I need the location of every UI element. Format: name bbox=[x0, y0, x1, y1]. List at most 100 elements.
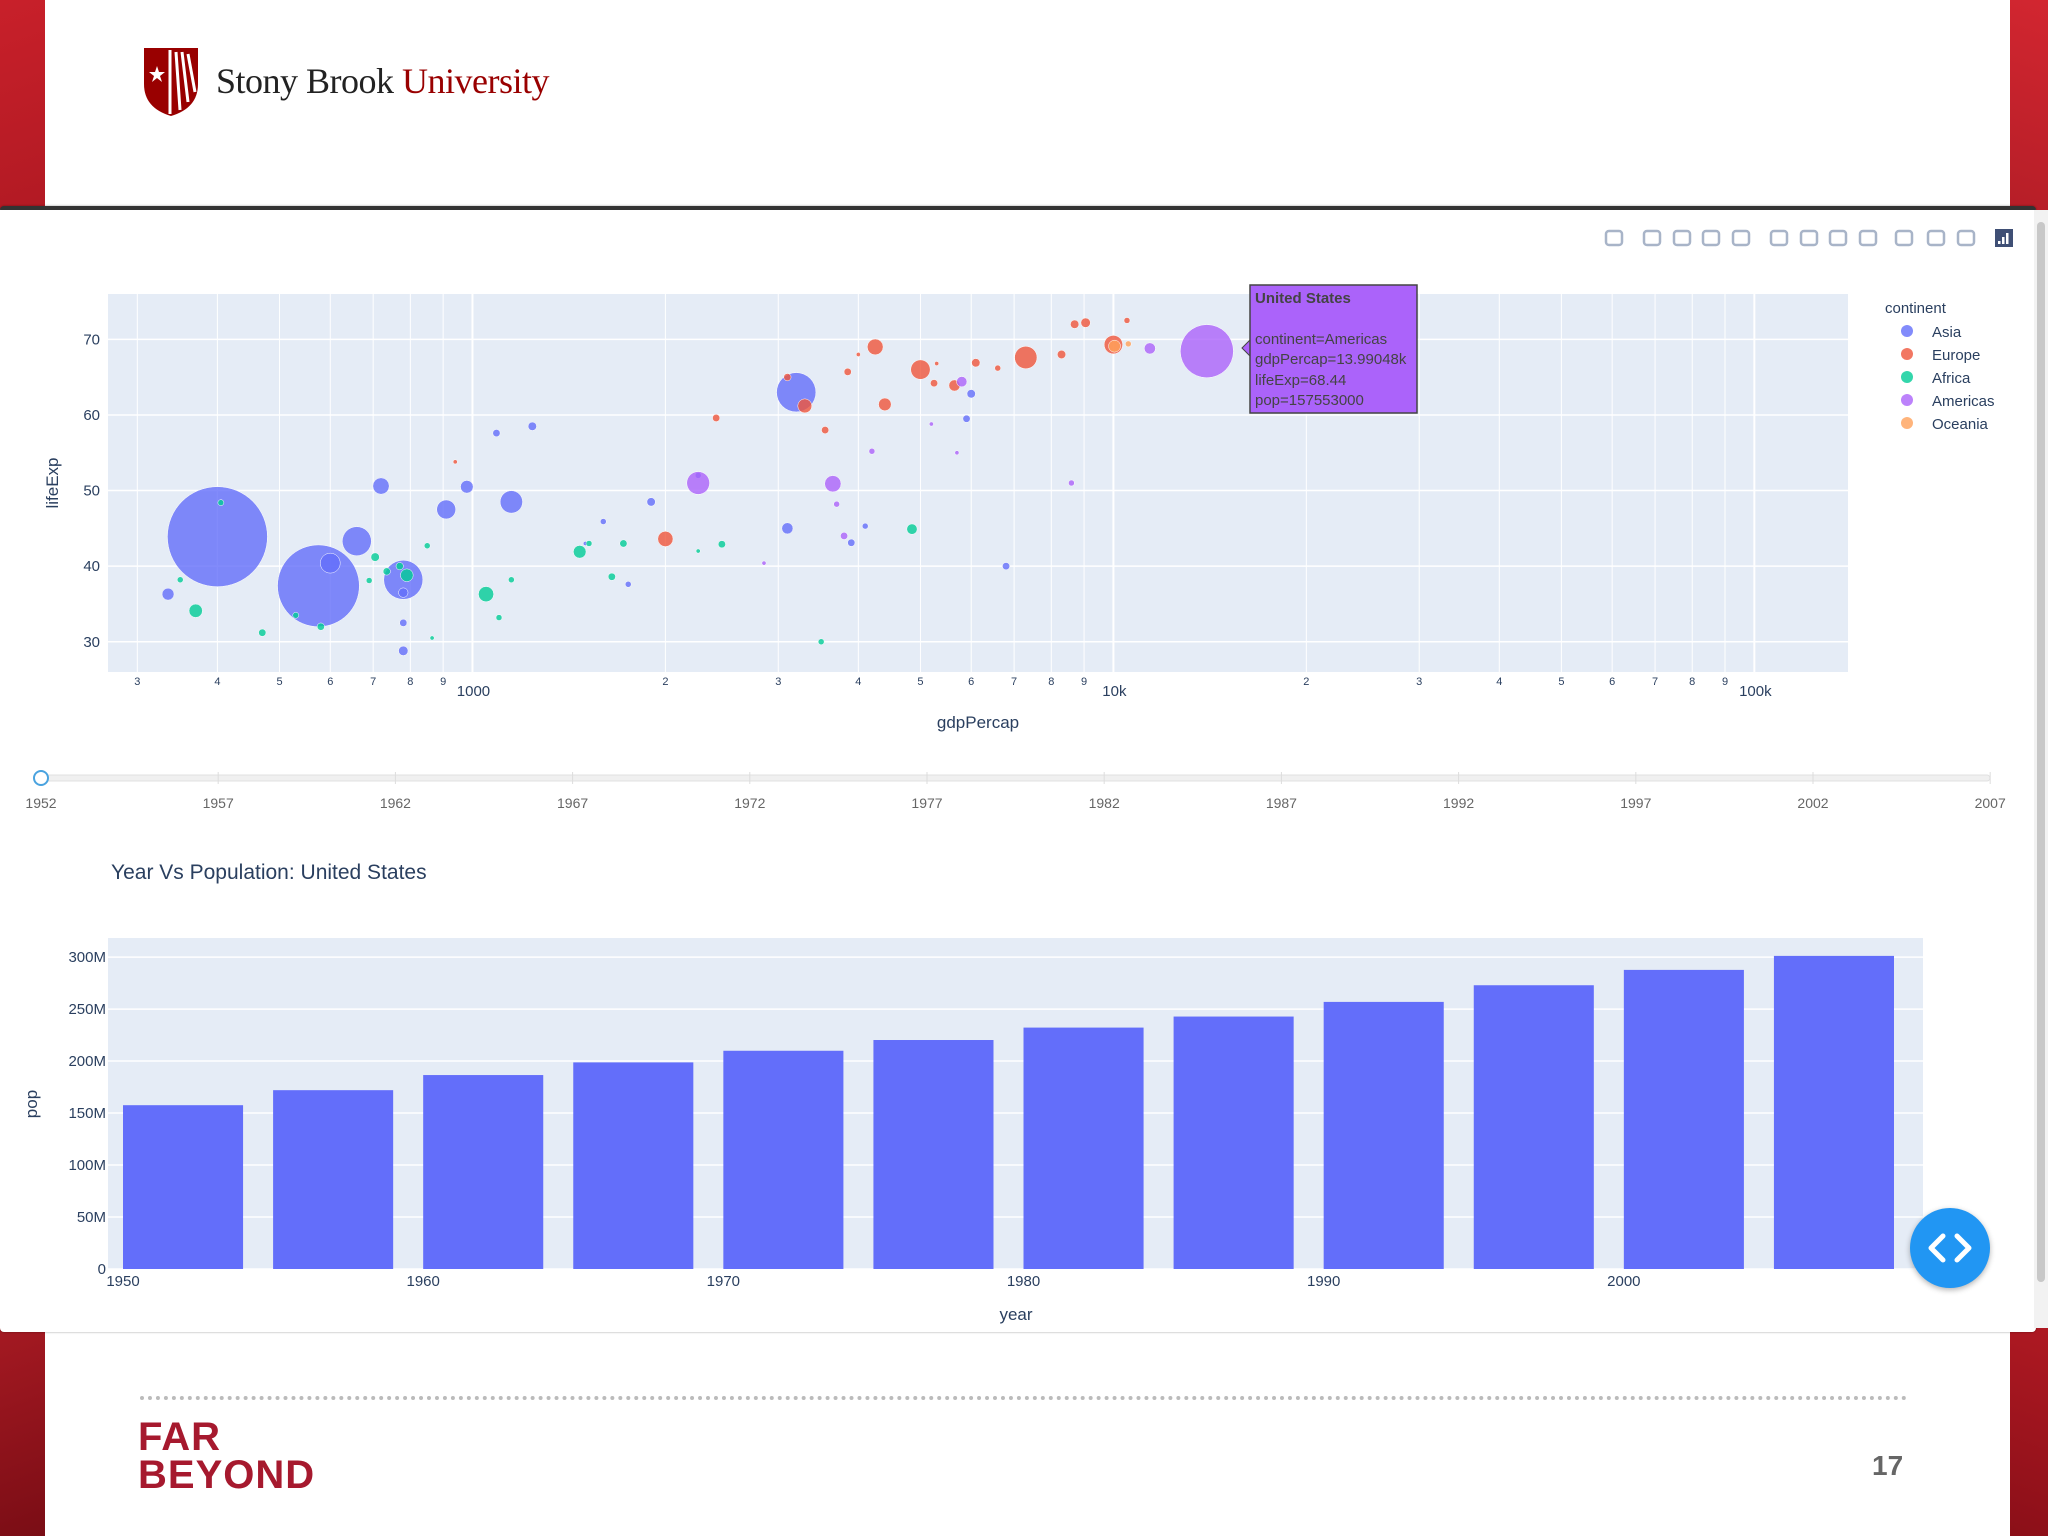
scatter-point-europe[interactable] bbox=[783, 373, 792, 382]
scatter-point-africa[interactable] bbox=[695, 548, 701, 554]
scatter-point-europe[interactable] bbox=[878, 397, 892, 411]
legend-item-oceania[interactable]: Oceania bbox=[1932, 416, 1989, 433]
scatter-point-americas[interactable] bbox=[761, 560, 767, 566]
scatter-point-africa[interactable] bbox=[188, 603, 203, 618]
scatter-point-africa[interactable] bbox=[906, 523, 918, 535]
scatter-point-europe[interactable] bbox=[934, 361, 940, 366]
bar-1992[interactable] bbox=[1323, 1001, 1444, 1269]
scatter-point-africa[interactable] bbox=[395, 562, 404, 571]
scatter-point-europe[interactable] bbox=[657, 531, 674, 547]
bar-1972[interactable] bbox=[723, 1050, 844, 1269]
bar-1967[interactable] bbox=[573, 1062, 694, 1269]
box-select-icon[interactable] bbox=[1701, 229, 1721, 247]
scatter-point-americas[interactable] bbox=[833, 500, 840, 508]
scatter-point-africa[interactable] bbox=[495, 614, 503, 621]
scatter-point-europe[interactable] bbox=[971, 358, 981, 368]
legend-item-africa[interactable]: Africa bbox=[1932, 370, 1971, 387]
legend-item-asia[interactable]: Asia bbox=[1932, 324, 1962, 341]
bar-1987[interactable] bbox=[1173, 1016, 1294, 1269]
scatter-point-asia[interactable] bbox=[399, 618, 408, 627]
scatter-point-europe[interactable] bbox=[930, 379, 938, 388]
legend-item-americas[interactable]: Americas bbox=[1932, 393, 1995, 410]
scatter-point-africa[interactable] bbox=[607, 572, 616, 581]
slider-year-1992[interactable]: 1992 bbox=[1443, 795, 1474, 811]
scatter-point-asia[interactable] bbox=[646, 497, 656, 507]
scatter-point-europe[interactable] bbox=[867, 338, 884, 356]
legend-marker[interactable] bbox=[1901, 394, 1913, 406]
scatter-point-europe[interactable] bbox=[1123, 317, 1131, 324]
scatter-point-asia[interactable] bbox=[624, 581, 632, 588]
scatter-point-americas[interactable] bbox=[956, 376, 968, 388]
slider-handle[interactable] bbox=[33, 770, 49, 786]
scatter-point-oceania[interactable] bbox=[1108, 339, 1121, 353]
scatter-point-asia[interactable] bbox=[167, 486, 268, 587]
scatter-point-africa[interactable] bbox=[423, 542, 431, 549]
scatter-point-americas[interactable] bbox=[929, 421, 934, 427]
slider-year-1957[interactable]: 1957 bbox=[203, 795, 234, 811]
scatter-point-africa[interactable] bbox=[478, 586, 494, 603]
scatter-point-africa[interactable] bbox=[573, 545, 587, 559]
scatter-point-asia[interactable] bbox=[161, 587, 175, 601]
camera-icon[interactable] bbox=[1604, 229, 1624, 247]
scatter-point-africa[interactable] bbox=[382, 567, 391, 576]
slider-year-1952[interactable]: 1952 bbox=[25, 795, 56, 811]
scatter-point-europe[interactable] bbox=[712, 414, 721, 422]
slider-year-1972[interactable]: 1972 bbox=[734, 795, 765, 811]
zoom-icon[interactable] bbox=[1642, 229, 1662, 247]
zoom-in-icon[interactable] bbox=[1769, 229, 1789, 247]
scatter-point-asia[interactable] bbox=[1002, 562, 1010, 571]
scatter-point-africa[interactable] bbox=[292, 612, 299, 619]
scatter-point-americas[interactable] bbox=[1068, 479, 1075, 487]
scatter-point-africa[interactable] bbox=[508, 576, 515, 584]
zoom-out-icon[interactable] bbox=[1799, 229, 1819, 247]
hover-compare-icon[interactable] bbox=[1956, 229, 1976, 247]
scatter-point-africa[interactable] bbox=[717, 540, 726, 549]
scatter-point-americas[interactable] bbox=[686, 471, 710, 495]
scrollbar-thumb[interactable] bbox=[2037, 222, 2045, 1282]
scatter-point-europe[interactable] bbox=[1070, 319, 1080, 329]
scatter-point-asia[interactable] bbox=[781, 522, 794, 535]
scatter-point-asia[interactable] bbox=[966, 389, 976, 399]
slider-year-1987[interactable]: 1987 bbox=[1266, 795, 1297, 811]
year-slider[interactable]: 1952 1957 1962 1967 1972 1977 1982 1987 1992 1997… bbox=[25, 770, 2006, 811]
code-toggle-button[interactable] bbox=[1910, 1208, 1990, 1288]
slider-year-1967[interactable]: 1967 bbox=[557, 795, 588, 811]
scatter-point-asia[interactable] bbox=[861, 522, 869, 530]
scatter-point-africa[interactable] bbox=[365, 577, 373, 584]
scatter-point-europe[interactable] bbox=[855, 352, 861, 357]
scatter-point-europe[interactable] bbox=[843, 367, 852, 376]
autoscale-icon[interactable] bbox=[1828, 229, 1848, 247]
scatter-point-asia[interactable] bbox=[398, 587, 409, 598]
bar-1962[interactable] bbox=[423, 1075, 544, 1269]
hover-closest-icon[interactable] bbox=[1926, 229, 1946, 247]
scatter-point-asia[interactable] bbox=[436, 499, 456, 520]
scatter-point-africa[interactable] bbox=[400, 568, 414, 582]
bar-1982[interactable] bbox=[1023, 1027, 1144, 1269]
scatter-plot-area[interactable] bbox=[108, 294, 1848, 672]
scatter-point-europe[interactable] bbox=[910, 359, 931, 380]
scatter-point-africa[interactable] bbox=[619, 539, 628, 548]
slider-year-1997[interactable]: 1997 bbox=[1620, 795, 1651, 811]
scatter-point-asia[interactable] bbox=[600, 518, 607, 525]
legend-marker[interactable] bbox=[1901, 417, 1913, 429]
scatter-point-asia[interactable] bbox=[499, 490, 523, 514]
scatter-point-africa[interactable] bbox=[176, 576, 184, 584]
scatter-point-asia[interactable] bbox=[372, 477, 390, 495]
bar-plot-area[interactable] bbox=[108, 938, 1923, 1269]
slider-year-1977[interactable]: 1977 bbox=[911, 795, 942, 811]
scatter-point-asia[interactable] bbox=[527, 421, 537, 431]
legend-marker[interactable] bbox=[1901, 371, 1913, 383]
scatter-point-europe[interactable] bbox=[1014, 346, 1038, 369]
bar-1957[interactable] bbox=[273, 1090, 394, 1269]
scatter-point-europe[interactable] bbox=[452, 459, 458, 465]
scatter-point-africa[interactable] bbox=[217, 499, 225, 506]
scatter-point-asia[interactable] bbox=[492, 429, 501, 438]
scatter-point-africa[interactable] bbox=[316, 622, 325, 631]
scatter-point-africa[interactable] bbox=[258, 628, 267, 637]
scatter-point-asia[interactable] bbox=[460, 480, 474, 494]
scatter-point-asia[interactable] bbox=[342, 526, 372, 556]
reset-axes-icon[interactable] bbox=[1858, 229, 1878, 247]
scatter-point-americas[interactable] bbox=[824, 475, 842, 493]
plotly-logo-icon[interactable] bbox=[1995, 229, 2013, 247]
scatter-point-asia[interactable] bbox=[320, 552, 341, 574]
